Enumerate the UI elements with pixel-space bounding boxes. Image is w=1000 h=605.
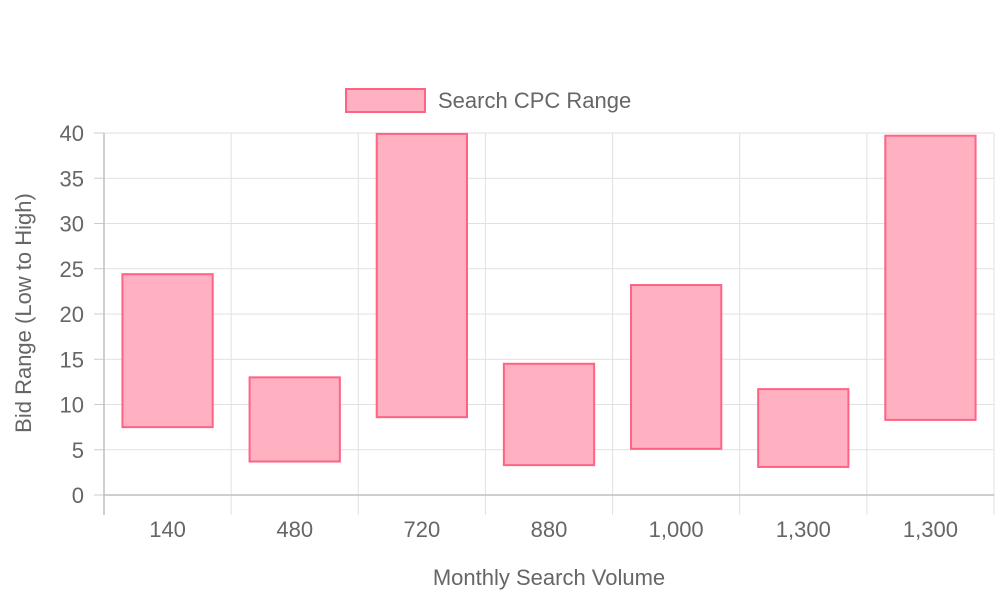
y-tick-label: 15 (60, 347, 84, 372)
range-bar[interactable] (375, 132, 468, 419)
axes: 0 5 10 15 20 25 30 35 40 140 480 720 880 1,000 1,300 1,… (60, 121, 994, 542)
y-tick-label: 0 (72, 483, 84, 508)
range-bar[interactable] (630, 284, 723, 450)
y-tick-label: 35 (60, 166, 84, 191)
y-tick-label: 40 (60, 121, 84, 146)
y-tick-label: 25 (60, 257, 84, 282)
x-tick-label: 140 (149, 517, 186, 542)
range-bar[interactable] (248, 376, 341, 463)
x-tick-label: 480 (276, 517, 313, 542)
y-tick-label: 30 (60, 212, 84, 237)
range-bar[interactable] (502, 362, 596, 467)
x-tick-label: 1,300 (776, 517, 831, 542)
bars (121, 132, 977, 468)
legend[interactable]: Search CPC Range (345, 88, 631, 113)
x-tick-label: 880 (531, 517, 568, 542)
legend-label: Search CPC Range (438, 88, 631, 113)
legend-swatch (345, 88, 426, 113)
y-tick-label: 10 (60, 393, 84, 418)
y-tick-label: 20 (60, 302, 84, 327)
y-tick-label: 5 (72, 438, 84, 463)
x-tick-label: 1,000 (649, 517, 704, 542)
range-bar[interactable] (757, 388, 850, 468)
range-bar[interactable] (884, 134, 977, 421)
y-axis-title: Bid Range (Low to High) (11, 193, 36, 433)
range-bar[interactable] (121, 273, 214, 429)
x-tick-label: 1,300 (903, 517, 958, 542)
x-axis-title: Monthly Search Volume (433, 565, 665, 590)
x-tick-label: 720 (403, 517, 440, 542)
